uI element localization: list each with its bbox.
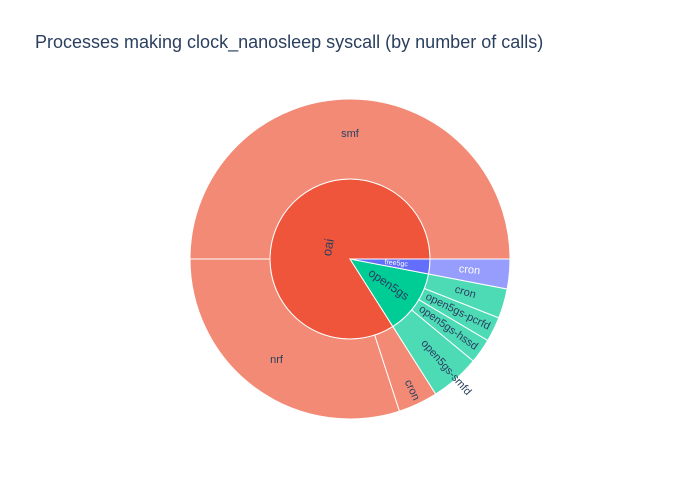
segment-free5gc-cron[interactable] xyxy=(427,258,511,290)
segment-oai-nrf[interactable] xyxy=(189,258,401,420)
label-oai-smf: smf xyxy=(341,128,360,140)
label-free5gc: free5gc xyxy=(384,259,408,268)
label-oai: oai xyxy=(319,237,337,257)
segment-oai-smf[interactable] xyxy=(189,98,511,260)
label-oai-nrf: nrf xyxy=(270,354,284,366)
label-open5gs-cron: cron xyxy=(453,284,477,301)
chart-title: Processes making clock_nanosleep syscall… xyxy=(35,32,544,52)
label-free5gc-cron: cron xyxy=(458,263,480,277)
